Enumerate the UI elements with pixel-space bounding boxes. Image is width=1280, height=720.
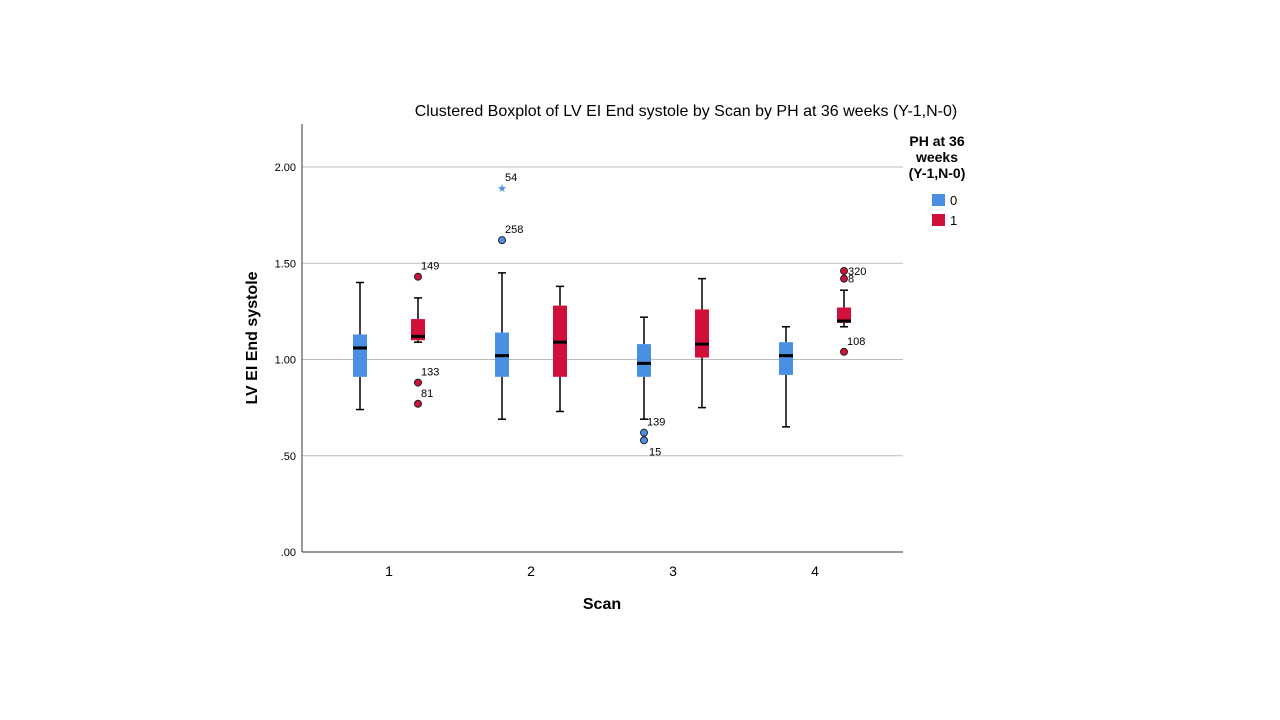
outlier-label: 320 [848, 266, 866, 278]
box [637, 344, 651, 377]
x-tick-labels: 1 2 3 4 [385, 563, 819, 579]
outlier-point [640, 436, 648, 445]
legend-label: 0 [950, 193, 957, 208]
outlier-point [414, 378, 422, 387]
box [353, 334, 367, 377]
boxes [353, 272, 851, 428]
outlier-point [498, 236, 506, 245]
outlier-label: 108 [847, 336, 865, 348]
outlier-label: 139 [647, 417, 665, 429]
outlier-label: 133 [421, 367, 439, 379]
legend-swatch [932, 214, 945, 226]
x-axis-title: Scan [583, 596, 621, 613]
axes [301, 124, 903, 553]
outlier-label: 54 [505, 172, 517, 184]
y-tick-label: .00 [281, 547, 296, 559]
box [779, 342, 793, 375]
legend-title-line: PH at 36 [909, 133, 964, 149]
outlier-point [840, 274, 848, 283]
box [695, 309, 709, 358]
outlier-label: 258 [505, 224, 523, 236]
y-axis-title: LV EI End systole [244, 271, 261, 404]
outlier-point [414, 272, 422, 281]
outlier-point [414, 399, 422, 408]
x-tick-label: 3 [669, 563, 677, 579]
y-tick-labels: .00 .50 1.00 1.50 2.00 [275, 162, 296, 559]
legend-swatch [932, 194, 945, 206]
outlier-label: 81 [421, 388, 433, 400]
legend-title-line: (Y-1,N-0) [909, 165, 966, 181]
chart-title: Clustered Boxplot of LV EI End systole b… [415, 103, 957, 120]
y-tick-label: 1.50 [275, 258, 296, 270]
x-tick-label: 1 [385, 563, 393, 579]
outlier-label: 15 [649, 446, 661, 458]
outlier-star: ★ [497, 183, 507, 195]
y-tick-label: .50 [281, 451, 296, 463]
x-tick-label: 4 [811, 563, 819, 579]
legend-title-line: weeks [915, 149, 958, 165]
outlier-point [640, 428, 648, 437]
outlier-label: 149 [421, 261, 439, 273]
outlier-label: 8 [848, 274, 854, 286]
y-tick-label: 2.00 [275, 162, 296, 174]
legend-label: 1 [950, 213, 957, 228]
outlier-point [840, 266, 848, 275]
outlier-point [840, 347, 848, 356]
x-tick-label: 2 [527, 563, 535, 579]
y-tick-label: 1.00 [275, 355, 296, 367]
gridlines [302, 166, 903, 457]
box [837, 307, 851, 323]
